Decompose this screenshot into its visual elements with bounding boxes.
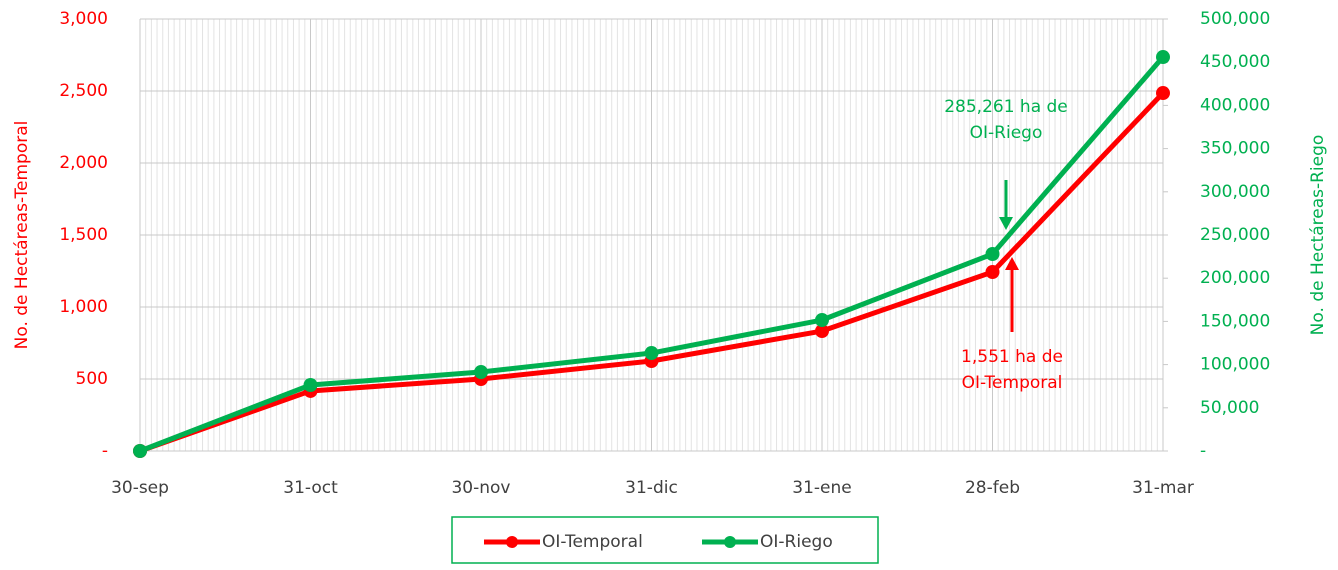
point — [1156, 86, 1170, 101]
y2-tick-label: 300,000 — [1200, 182, 1270, 202]
legend-marker — [724, 536, 736, 548]
point — [644, 346, 659, 361]
y-axis-title: No. de Hectáreas-Temporal — [12, 121, 32, 350]
x-tick-label: 31-dic — [625, 478, 678, 498]
y2-tick-label: 400,000 — [1200, 95, 1270, 115]
annotation-arrowhead — [1005, 257, 1019, 270]
y2-tick-label: 200,000 — [1200, 268, 1270, 288]
legend-box — [451, 516, 879, 564]
y2-tick-label: 50,000 — [1200, 398, 1259, 418]
y2-tick-label: 100,000 — [1200, 355, 1270, 375]
legend-marker — [506, 536, 518, 548]
y-tick-label: 500 — [76, 369, 108, 389]
annotation: OI-Riego — [970, 123, 1043, 143]
point — [133, 444, 147, 458]
annotation-arrowhead — [999, 217, 1013, 230]
y-tick-label: 1,000 — [59, 297, 108, 317]
point — [985, 247, 1000, 262]
point — [303, 377, 318, 392]
legend-label: OI-Temporal — [542, 532, 643, 552]
x-tick-label: 30-nov — [451, 478, 510, 498]
point — [474, 365, 488, 380]
point — [985, 265, 1000, 280]
annotation: 1,551 ha de — [961, 347, 1063, 367]
y2-tick-label: 450,000 — [1200, 52, 1270, 72]
y2-tick-label: 250,000 — [1200, 225, 1270, 245]
y-tick-label: 2,500 — [59, 81, 108, 101]
y-tick-label: 2,000 — [59, 153, 108, 173]
y2-tick-label: 350,000 — [1200, 139, 1270, 159]
legend-label: OI-Riego — [760, 532, 833, 552]
y2-tick-label: - — [1200, 441, 1206, 461]
y-tick-label: 1,500 — [59, 225, 108, 245]
point — [1156, 50, 1170, 65]
point — [815, 313, 829, 328]
x-tick-label: 28-feb — [965, 478, 1020, 498]
x-tick-label: 31-oct — [283, 478, 338, 498]
y2-tick-label: 500,000 — [1200, 9, 1270, 29]
x-tick-label: 31-ene — [792, 478, 851, 498]
y-tick-label: 3,000 — [59, 9, 108, 29]
point — [815, 324, 829, 339]
x-tick-label: 30-sep — [111, 478, 169, 498]
y-tick-label: - — [102, 441, 108, 461]
y2-tick-label: 150,000 — [1200, 311, 1270, 331]
annotation: OI-Temporal — [962, 373, 1063, 393]
annotation: 285,261 ha de — [944, 97, 1068, 117]
x-tick-label: 31-mar — [1132, 478, 1194, 498]
y2-axis-title: No. de Hectáreas-Riego — [1308, 135, 1328, 336]
